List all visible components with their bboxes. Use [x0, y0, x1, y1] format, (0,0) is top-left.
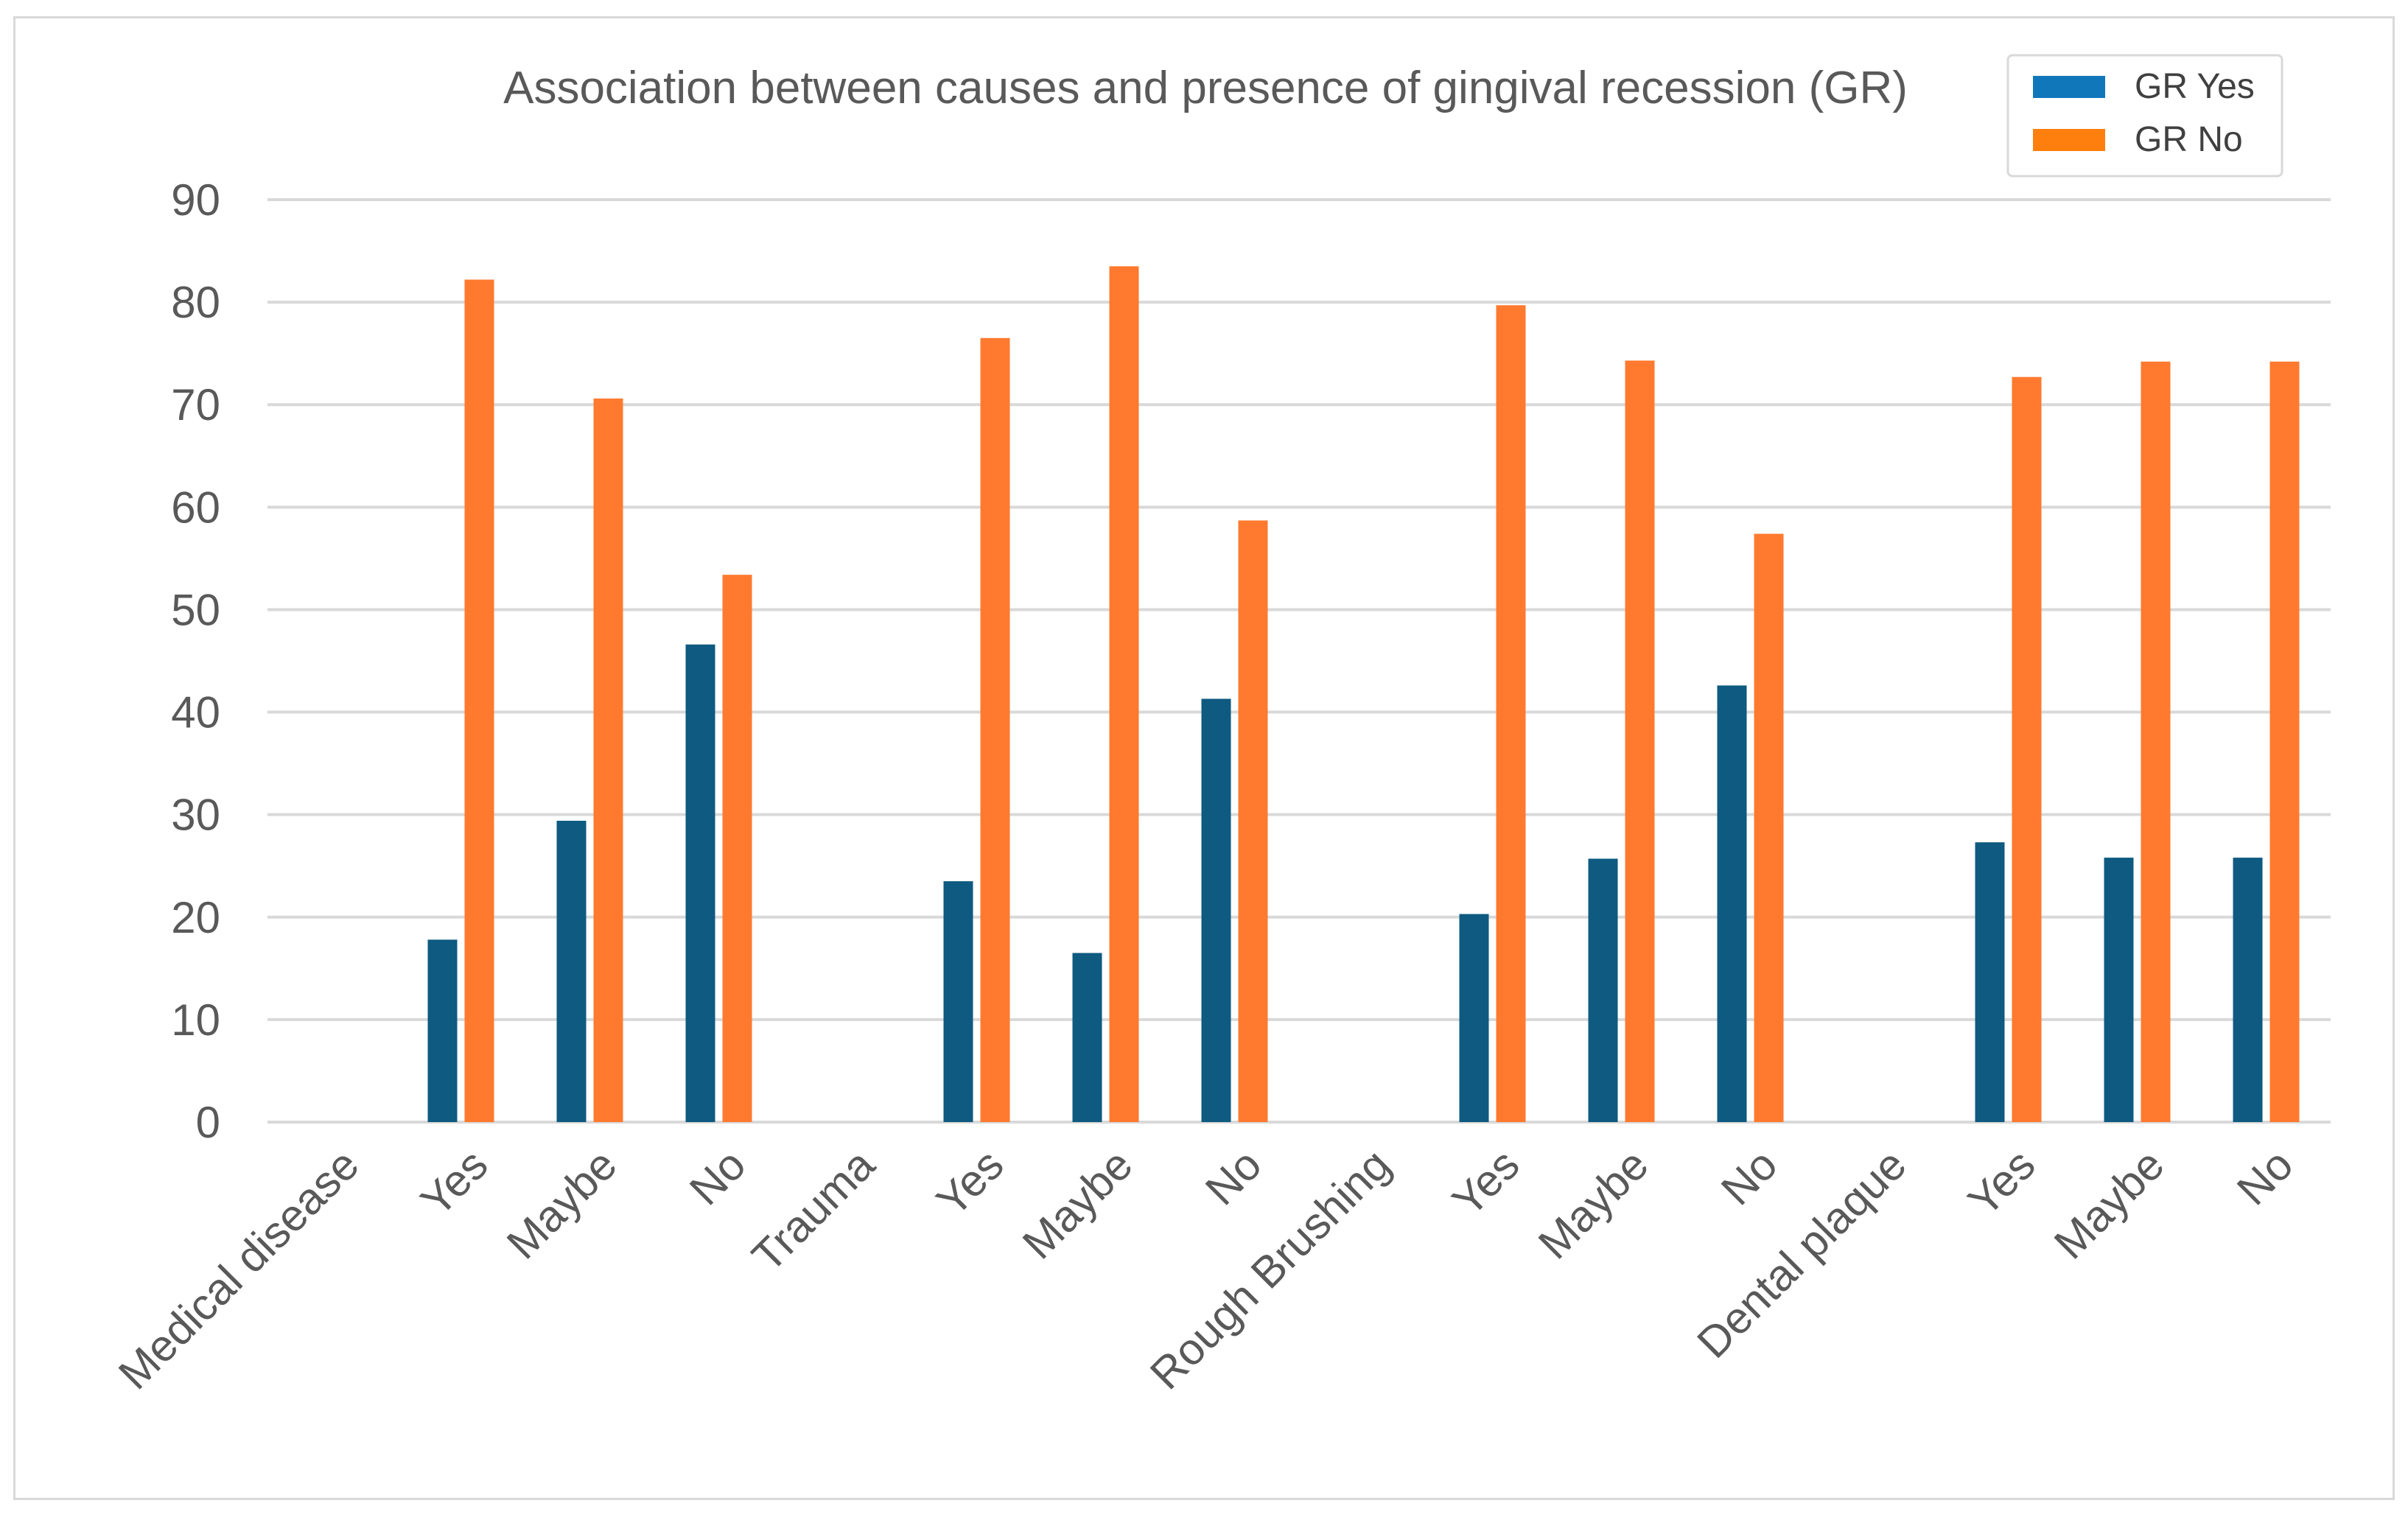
bar-gr-no-13[interactable] — [2012, 376, 2042, 1122]
bar-gr-yes-9[interactable] — [1459, 914, 1489, 1122]
bar-gr-yes-6[interactable] — [1072, 953, 1102, 1122]
y-tick-label-40: 40 — [171, 688, 220, 738]
bar-gr-yes-11[interactable] — [1717, 685, 1747, 1122]
bar-gr-yes-5[interactable] — [943, 881, 973, 1122]
y-tick-label-90: 90 — [171, 175, 220, 225]
bar-gr-no-1[interactable] — [464, 279, 494, 1123]
bar-gr-yes-7[interactable] — [1201, 698, 1231, 1122]
x-category-label-9: Yes — [1443, 1140, 1529, 1226]
bar-gr-yes-10[interactable] — [1588, 858, 1618, 1122]
x-category-label-13: Yes — [1959, 1140, 2045, 1226]
x-category-label-15: No — [2227, 1140, 2303, 1215]
bar-gr-no-7[interactable] — [1238, 520, 1268, 1122]
bar-gr-yes-1[interactable] — [427, 939, 458, 1122]
bars — [427, 266, 2300, 1123]
bar-gr-no-5[interactable] — [980, 337, 1010, 1122]
x-category-label-5: Yes — [927, 1140, 1013, 1226]
bar-gr-no-6[interactable] — [1109, 266, 1139, 1122]
y-tick-label-50: 50 — [171, 585, 220, 634]
legend-swatch-gr-yes — [2033, 76, 2105, 98]
bar-gr-no-10[interactable] — [1625, 360, 1655, 1123]
bar-gr-no-9[interactable] — [1496, 305, 1526, 1123]
x-category-label-2: Maybe — [497, 1140, 626, 1269]
bar-gr-no-11[interactable] — [1754, 533, 1784, 1122]
legend[interactable]: GR Yes GR No — [2006, 54, 2283, 178]
x-category-label-11: No — [1712, 1140, 1787, 1215]
y-tick-label-0: 0 — [196, 1098, 220, 1147]
bar-gr-yes-14[interactable] — [2104, 858, 2134, 1122]
x-category-label-1: Yes — [411, 1140, 497, 1226]
x-category-label-6: Maybe — [1013, 1140, 1142, 1269]
bar-gr-no-2[interactable] — [593, 398, 623, 1122]
x-category-label-3: No — [680, 1140, 755, 1215]
y-axis-ticks: 0 10 20 30 40 50 60 70 80 90 — [171, 175, 220, 1147]
legend-label-gr-no: GR No — [2135, 120, 2243, 159]
chart-frame: 0 10 20 30 40 50 60 70 80 90 Medical disease Yes Ma… — [13, 16, 2395, 1500]
x-category-label-4: Trauma — [743, 1139, 884, 1280]
bar-gr-yes-15[interactable] — [2233, 858, 2263, 1122]
bar-gr-yes-2[interactable] — [556, 821, 587, 1122]
bar-gr-no-14[interactable] — [2141, 361, 2171, 1123]
x-category-label-0: Medical disease — [109, 1140, 368, 1399]
y-tick-label-30: 30 — [171, 791, 220, 840]
legend-label-gr-yes: GR Yes — [2135, 67, 2255, 106]
x-category-label-10: Maybe — [1529, 1140, 1658, 1269]
y-tick-label-70: 70 — [171, 380, 220, 430]
chart-title: Association between causes and presence … — [503, 63, 1908, 113]
x-category-label-14: Maybe — [2045, 1140, 2174, 1269]
bar-gr-no-15[interactable] — [2269, 361, 2300, 1123]
bar-gr-no-3[interactable] — [722, 575, 752, 1122]
y-tick-label-10: 10 — [171, 995, 220, 1045]
bar-gr-yes-3[interactable] — [685, 644, 715, 1122]
legend-swatch-gr-no — [2033, 129, 2105, 151]
y-tick-label-60: 60 — [171, 483, 220, 532]
bar-gr-yes-13[interactable] — [1975, 842, 2005, 1122]
x-category-label-7: No — [1196, 1140, 1271, 1215]
x-category-label-8: Rough Brushing — [1141, 1140, 1400, 1399]
y-tick-label-80: 80 — [171, 278, 220, 327]
y-tick-label-20: 20 — [171, 893, 220, 942]
